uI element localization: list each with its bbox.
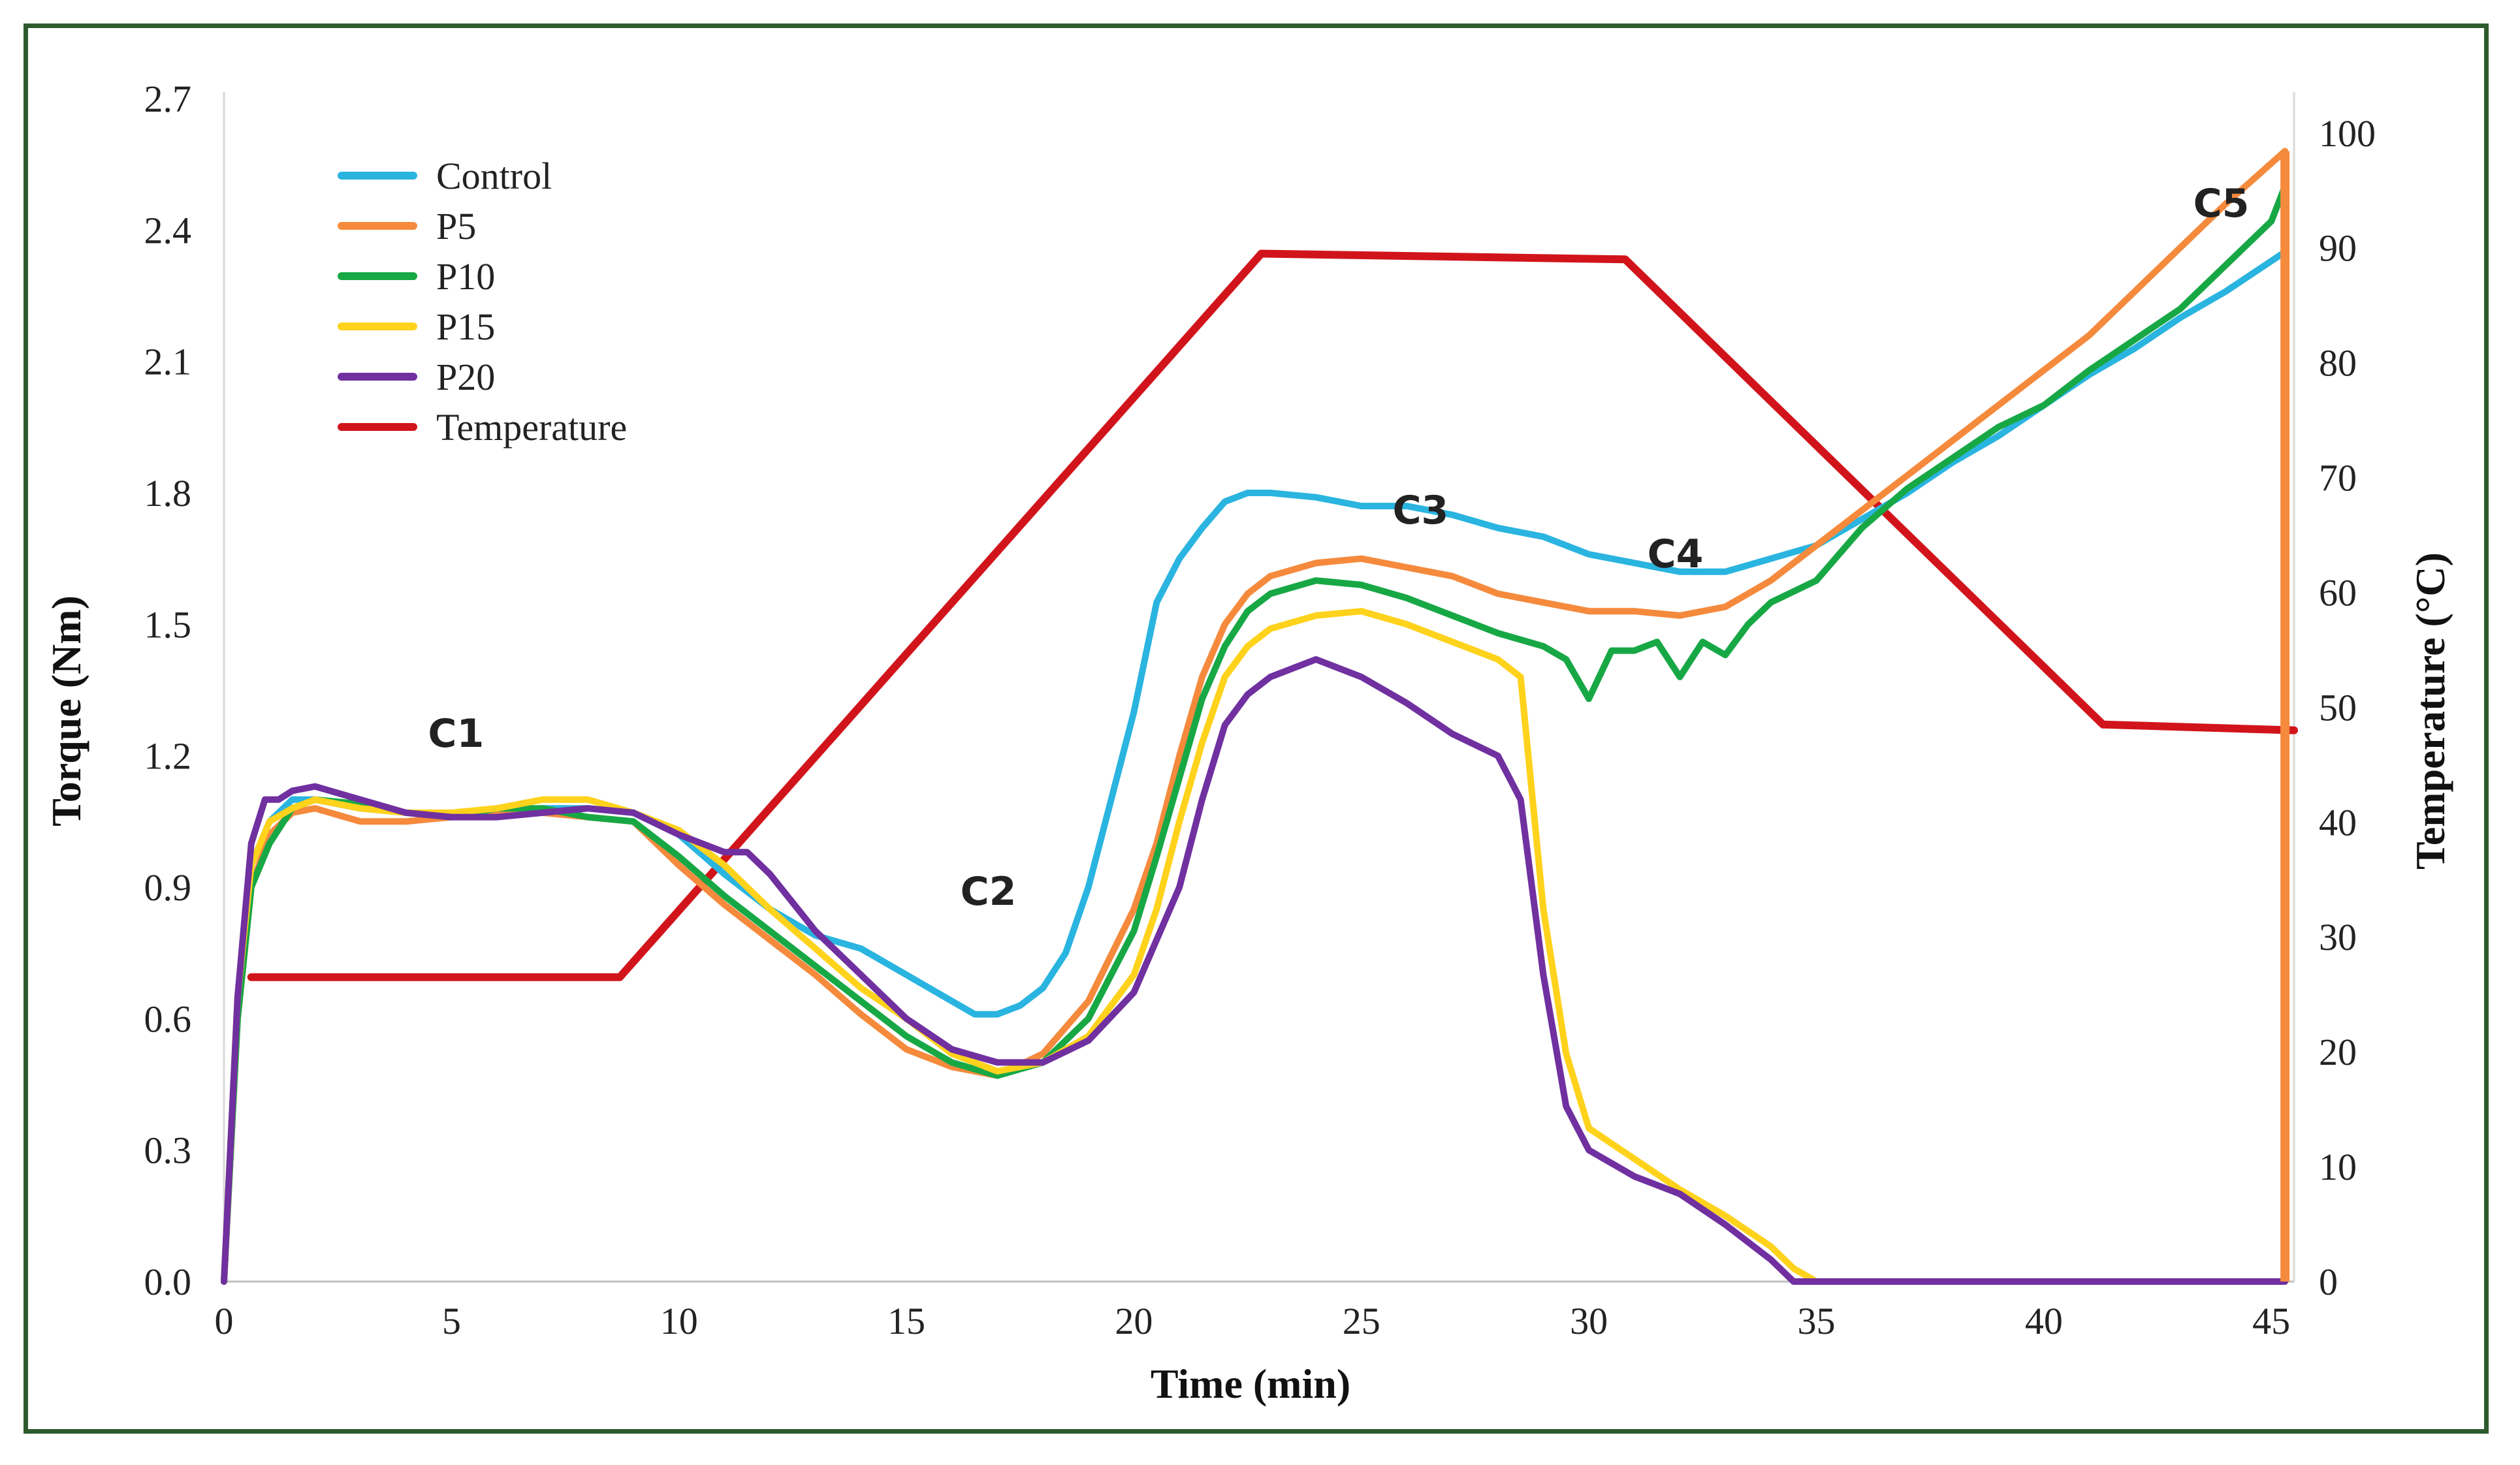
series-line-p5 [221, 148, 2289, 1285]
x-tick-label: 45 [2252, 1300, 2290, 1342]
y-tick-label: 0.0 [144, 1261, 192, 1303]
legend-label-p15: P15 [436, 306, 495, 348]
chart-frame: 0 5 10 15 20 25 30 35 40 45 0.0 0.3 0.6 0.9 1.2 1.5 1.8 2… [24, 24, 2489, 1434]
x-tick-label: 15 [887, 1300, 925, 1342]
y-tick-label: 2.1 [144, 341, 192, 383]
y2-tick-label: 50 [2319, 686, 2357, 729]
series-line-p15 [221, 608, 2289, 1285]
y2-tick-label: 40 [2319, 801, 2357, 843]
y-tick-label: 1.5 [144, 603, 192, 646]
legend-label-p10: P10 [436, 255, 495, 298]
y-tick-label: 0.3 [144, 1129, 192, 1172]
y2-tick-label: 60 [2319, 571, 2357, 614]
axes: 0 5 10 15 20 25 30 35 40 45 0.0 0.3 0.6 0.9 1.2 1.5 1.8 2… [144, 78, 2376, 1342]
y2-tick-label: 100 [2319, 112, 2376, 155]
y2-tick-label: 30 [2319, 916, 2357, 958]
x-tick-label: 0 [215, 1300, 234, 1342]
chart: 0 5 10 15 20 25 30 35 40 45 0.0 0.3 0.6 0.9 1.2 1.5 1.8 2… [43, 78, 2453, 1407]
y2-axis-title: Temperature (°C) [2407, 552, 2453, 870]
annotation-c3: C3 [1392, 488, 1448, 533]
y2-tick-label: 90 [2319, 227, 2357, 270]
series-line-temperature [247, 249, 2298, 981]
y-tick-label: 2.7 [144, 78, 192, 120]
y2-tick-label: 10 [2319, 1146, 2357, 1188]
annotation-c4: C4 [1648, 531, 1704, 577]
legend-label-p5: P5 [436, 205, 476, 247]
y-tick-label: 0.9 [144, 866, 192, 909]
legend-label-control: Control [436, 155, 552, 197]
series-layer [221, 148, 2298, 1285]
y-tick-label: 0.6 [144, 998, 192, 1040]
legend-label-p20: P20 [436, 356, 495, 398]
x-tick-label: 30 [1570, 1300, 1608, 1342]
y2-tick-label: 80 [2319, 342, 2357, 385]
x-tick-label: 10 [660, 1300, 698, 1342]
series-line-p20 [221, 656, 2289, 1285]
x-tick-label: 40 [2025, 1300, 2063, 1342]
annotations: C1 C2 C3 C4 C5 [428, 181, 2249, 915]
x-tick-label: 20 [1115, 1300, 1153, 1342]
y2-tick-label: 70 [2319, 457, 2357, 499]
x-tick-label: 25 [1343, 1300, 1380, 1342]
y-axis-title: Torque (Nm) [43, 595, 89, 827]
y-tick-label: 1.8 [144, 472, 192, 514]
annotation-c1: C1 [428, 711, 484, 757]
y-tick-label: 1.2 [144, 735, 192, 778]
x-tick-label: 35 [1797, 1300, 1835, 1342]
annotation-c2: C2 [961, 869, 1017, 915]
y2-tick-label: 0 [2319, 1261, 2338, 1303]
legend: Control P5 P10 P15 P20 Temperature [338, 155, 627, 449]
x-tick-label: 5 [442, 1300, 461, 1342]
y-tick-label: 2.4 [144, 209, 192, 251]
legend-label-temperature: Temperature [436, 406, 627, 449]
x-axis-title: Time (min) [1151, 1361, 1350, 1407]
series-line-p10 [221, 183, 2289, 1285]
annotation-c5: C5 [2193, 181, 2250, 227]
y2-tick-label: 20 [2319, 1031, 2357, 1073]
